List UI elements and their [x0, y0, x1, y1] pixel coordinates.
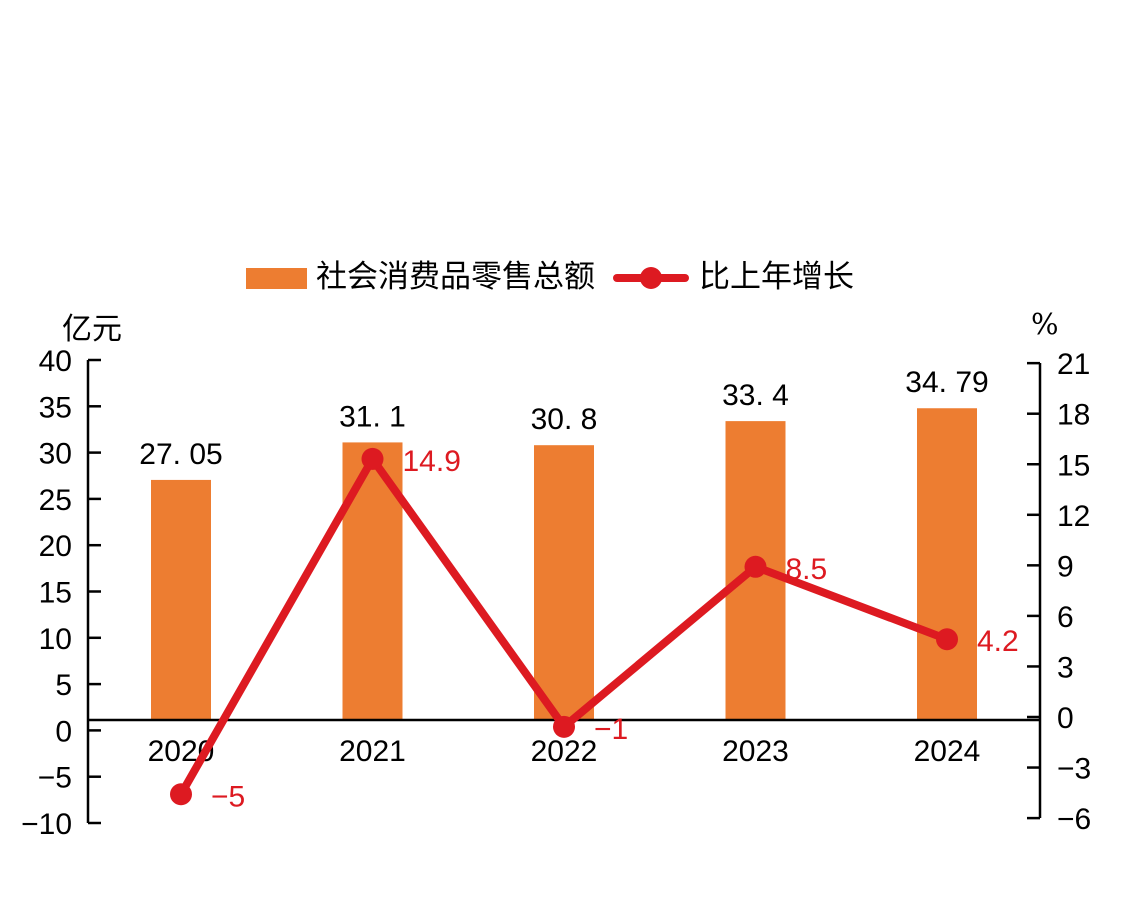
bar-value-label: 30. 8: [531, 403, 598, 436]
left-axis-tick-label: −5: [38, 762, 72, 795]
left-axis-tick-label: 30: [39, 438, 72, 471]
right-axis-tick-label: 21: [1057, 348, 1090, 381]
category-label: 2021: [339, 735, 406, 768]
growth-value-label: −5: [211, 780, 245, 813]
right-axis-unit-label: %: [1031, 307, 1059, 341]
growth-point-2021: [361, 447, 384, 470]
legend-label-retail-total: 社会消费品零售总额: [316, 259, 595, 295]
growth-value-label: 4.2: [977, 625, 1019, 658]
growth-point-2023: [744, 555, 767, 578]
bar-value-label: 34. 79: [905, 366, 988, 399]
bar-2022: [534, 445, 594, 720]
legend-line-dot-icon: [640, 267, 662, 289]
right-axis-tick-label: 12: [1057, 500, 1090, 533]
legend-bar-swatch: [246, 268, 307, 289]
right-axis-tick-label: −6: [1057, 803, 1091, 836]
right-axis-tick-label: 6: [1057, 601, 1074, 634]
growth-value-label: 8.5: [786, 553, 828, 586]
right-axis-tick-label: 9: [1057, 550, 1074, 583]
left-axis-tick-label: 0: [55, 715, 72, 748]
growth-value-label: −1: [594, 713, 628, 746]
category-label: 2022: [531, 735, 598, 768]
right-axis-tick-label: 3: [1057, 651, 1074, 684]
left-axis-tick-label: 15: [39, 577, 72, 610]
right-axis-tick-label: −3: [1057, 753, 1091, 786]
bar-value-label: 31. 1: [339, 400, 406, 433]
growth-point-2020: [170, 783, 192, 806]
category-label: 2024: [914, 735, 981, 768]
left-axis-tick-label: 40: [39, 345, 72, 378]
bar-value-label: 27. 05: [139, 438, 222, 471]
bar-2020: [151, 479, 211, 720]
growth-value-label: 14.9: [403, 445, 461, 478]
growth-point-2024: [936, 628, 958, 651]
legend-line-marker: [613, 267, 689, 289]
left-axis-tick-label: 35: [39, 391, 72, 424]
left-axis-tick-label: 20: [39, 530, 72, 563]
bar-value-label: 33. 4: [722, 379, 789, 412]
left-axis-unit-label: 亿元: [62, 312, 122, 347]
right-axis-tick-label: 18: [1057, 399, 1090, 432]
bar-2024: [917, 408, 977, 720]
right-axis-tick-label: 15: [1057, 449, 1090, 482]
left-axis-tick-label: 25: [39, 484, 72, 517]
growth-point-2022: [553, 715, 575, 738]
left-axis-tick-label: 10: [39, 623, 72, 656]
category-label: 2023: [722, 735, 789, 768]
legend-label-growth: 比上年增长: [699, 259, 854, 295]
left-axis-tick-label: 5: [55, 669, 72, 702]
left-axis-tick-label: −10: [21, 808, 72, 841]
right-axis-tick-label: 0: [1057, 702, 1074, 735]
